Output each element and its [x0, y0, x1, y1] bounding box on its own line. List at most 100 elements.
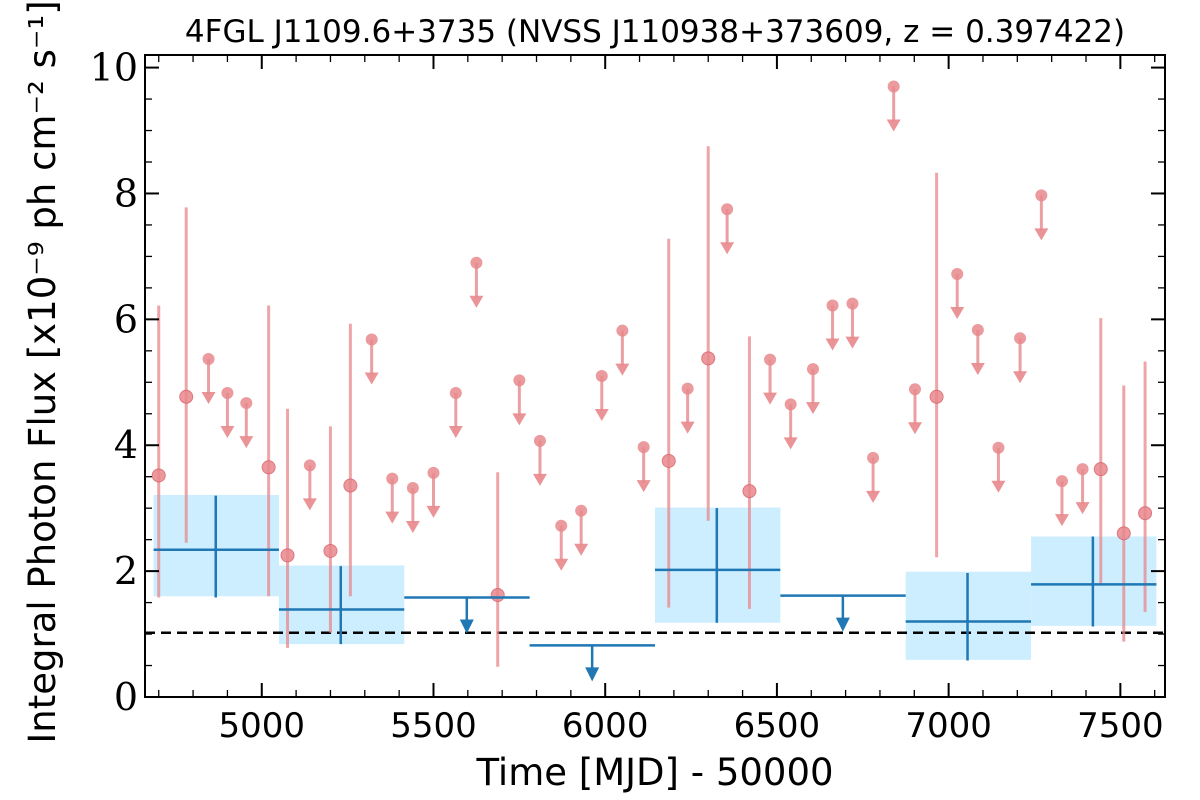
short-bin-upper-limit-arrow	[825, 338, 840, 351]
short-bin-upper-limit-arrow	[636, 480, 651, 493]
short-bin-upper-limit-point	[1076, 463, 1089, 476]
short-bin-upper-limit-point	[240, 397, 253, 410]
short-bin-upper-limit-arrow	[385, 511, 400, 524]
short-bin-upper-limit-point	[846, 297, 859, 310]
short-bin-upper-limit-arrow	[239, 436, 254, 449]
long-bin-upper-limit-arrow	[585, 667, 600, 682]
y-tick-label: 6	[114, 297, 138, 341]
short-bin-upper-limit-arrow	[950, 307, 965, 320]
short-bin-upper-limit-arrow	[866, 490, 881, 503]
short-bin-point	[1116, 526, 1131, 541]
short-bin-upper-limit-point	[721, 203, 734, 216]
short-bin-upper-limit-arrow	[532, 473, 547, 486]
x-tick-label: 6500	[734, 706, 821, 746]
long-bin-upper-limit-arrow	[459, 619, 474, 634]
short-bin-upper-limit-point	[533, 434, 546, 447]
short-bin-upper-limit-arrow	[1054, 514, 1069, 527]
short-bin-upper-limit-arrow	[805, 402, 820, 415]
short-bin-upper-limit-arrow	[574, 543, 589, 556]
short-bin-upper-limit-arrow	[720, 242, 735, 255]
short-bin-upper-limit-point	[637, 441, 650, 454]
short-bin-point	[490, 588, 505, 603]
short-bin-point	[661, 453, 676, 468]
short-bin-upper-limit-arrow	[1075, 502, 1090, 515]
short-bin-upper-limit-point	[595, 370, 608, 382]
short-bin-point	[323, 543, 338, 558]
short-bin-upper-limit-point	[764, 353, 777, 366]
short-bin-upper-limit-arrow	[970, 363, 985, 376]
short-bin-upper-limit-arrow	[426, 505, 441, 518]
short-bin-upper-limit-point	[951, 268, 964, 281]
short-bin-upper-limit-point	[992, 441, 1005, 454]
y-axis-label: Integral Photon Flux [x10⁻⁹ ph cm⁻² s⁻¹]	[21, 0, 64, 743]
short-bin-point	[280, 548, 295, 563]
short-bin-upper-limit-point	[386, 472, 399, 485]
short-bin-upper-limit-point	[1035, 189, 1048, 202]
short-bin-point	[343, 478, 358, 493]
short-bin-upper-limit-point	[427, 466, 440, 479]
chart-title: 4FGL J1109.6+3735 (NVSS J110938+373609, …	[185, 14, 1125, 50]
short-bin-upper-limit-point	[681, 382, 694, 395]
short-bin-upper-limit-arrow	[886, 119, 901, 132]
short-bin-upper-limit-point	[616, 324, 629, 337]
short-bin-upper-limit-arrow	[1034, 228, 1049, 241]
short-bin-upper-limit-arrow	[512, 413, 527, 426]
y-tick-label: 0	[114, 675, 138, 719]
short-bin-upper-limit-arrow	[405, 521, 420, 534]
short-bin-upper-limit-arrow	[594, 409, 609, 421]
short-bin-upper-limit-point	[908, 383, 921, 396]
y-tick-label: 8	[114, 171, 138, 215]
short-bin-upper-limit-arrow	[845, 336, 860, 349]
short-bin-upper-limit-point	[513, 374, 526, 387]
short-bin-upper-limit-point	[303, 459, 316, 472]
x-tick-label: 6000	[562, 706, 649, 746]
short-bin-point	[179, 389, 194, 404]
short-bin-upper-limit-point	[470, 256, 483, 269]
short-bin-upper-limit-point	[887, 80, 900, 93]
short-bin-upper-limit-point	[971, 324, 984, 337]
short-bin-upper-limit-point	[449, 386, 462, 399]
short-bin-point	[151, 468, 166, 483]
plot-area	[144, 54, 1166, 698]
y-axis: 0 2 4 6 8 10	[90, 46, 1165, 719]
short-bin-point	[742, 484, 757, 499]
y-tick-label: 2	[114, 549, 138, 593]
y-tick-label: 4	[114, 423, 138, 467]
short-bin-upper-limit-arrow	[448, 425, 463, 438]
short-bin-upper-limit-point	[555, 519, 568, 532]
short-bin-upper-limit-arrow	[680, 421, 695, 434]
short-bin-point	[1138, 506, 1153, 521]
short-bin-upper-limit-arrow	[302, 498, 317, 511]
short-bin-upper-limit-point	[1014, 332, 1027, 345]
x-tick-label: 5000	[219, 706, 306, 746]
plot-frame	[144, 54, 1166, 698]
short-bin-upper-limit-point	[575, 504, 588, 517]
short-bin-upper-limit-arrow	[783, 437, 798, 450]
short-bin-upper-limit-arrow	[364, 372, 379, 385]
x-axis-label: Time [MJD] - 50000	[475, 751, 833, 794]
short-bin-upper-limit-arrow	[220, 425, 235, 438]
short-bin-upper-limit-arrow	[469, 295, 484, 308]
short-bin-upper-limit-point	[1055, 475, 1068, 488]
short-bin-point	[261, 460, 276, 475]
short-bin-upper-limit-point	[867, 451, 880, 464]
short-bin-upper-limit-arrow	[991, 480, 1006, 493]
short-bin-point	[701, 351, 716, 366]
x-tick-label: 7500	[1077, 706, 1164, 746]
short-bin-upper-limit-point	[365, 333, 378, 346]
y-tick-label: 10	[90, 46, 138, 90]
short-bin-upper-limit-arrow	[907, 422, 922, 435]
x-tick-label: 7000	[905, 706, 992, 746]
short-bin-upper-limit-point	[221, 386, 234, 399]
short-bin-upper-limit-arrow	[1013, 371, 1028, 384]
short-bin-upper-limit-arrow	[763, 392, 778, 405]
x-tick-label: 5500	[390, 706, 477, 746]
short-bin-upper-limit-point	[406, 482, 419, 495]
x-axis: 5000 5500 6000 6500 7000 7500	[158, 55, 1164, 746]
long-bin-upper-limit-arrow	[835, 617, 850, 632]
short-bin-upper-limit-point	[784, 398, 797, 411]
short-bin-upper-limit-arrow	[615, 363, 630, 376]
short-bin-upper-limit-point	[202, 353, 215, 366]
short-bin-upper-limit-arrow	[554, 558, 569, 571]
